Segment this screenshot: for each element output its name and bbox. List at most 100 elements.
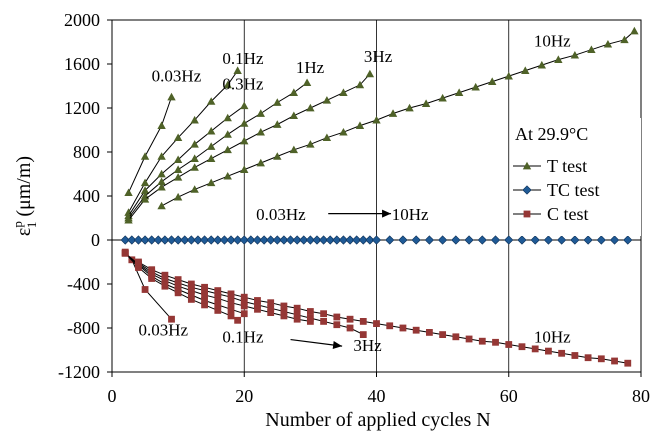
y-tick-label: 1200 <box>64 98 100 118</box>
triangle-point <box>289 88 299 96</box>
triangle-point <box>273 120 282 128</box>
square-point <box>439 331 447 338</box>
square-point <box>505 341 513 348</box>
square-point <box>135 258 142 266</box>
triangle-icon <box>522 161 532 170</box>
diamond-point <box>180 235 190 245</box>
square-point <box>306 308 314 315</box>
triangle-point <box>223 113 232 122</box>
annotation-arrow <box>328 209 392 218</box>
y-tick-label: 400 <box>73 186 100 206</box>
square-point <box>227 305 235 313</box>
square-point <box>267 309 275 316</box>
square-point <box>399 324 407 332</box>
triangle-point <box>173 173 183 181</box>
triangle-point <box>388 109 398 117</box>
diamond-point <box>517 235 527 245</box>
y-tick-label: -800 <box>67 318 100 338</box>
triangle-point <box>190 154 199 162</box>
square-point <box>624 359 632 367</box>
square-point <box>227 312 235 320</box>
diamond-point <box>153 235 163 245</box>
annotation-label: 0.03Hz <box>138 321 188 340</box>
triangle-point <box>587 45 596 54</box>
triangle-point <box>223 80 232 89</box>
diamond-point <box>147 235 157 245</box>
square-point <box>254 301 261 309</box>
triangle-point <box>240 136 249 145</box>
diamond-point <box>259 235 269 245</box>
square-point <box>201 283 208 291</box>
arrow-head <box>332 341 343 349</box>
legend-label: T test <box>547 156 587 176</box>
series-layer <box>120 26 639 367</box>
diamond-point <box>279 235 289 245</box>
triangle-point <box>630 26 639 35</box>
triangle-point <box>620 35 629 44</box>
square-point <box>227 299 235 307</box>
annotation-label: 10Hz <box>392 205 429 224</box>
diamond-icon <box>522 185 532 195</box>
square-point <box>254 305 261 313</box>
annotation-arrow <box>290 338 343 349</box>
triangle-point <box>140 178 150 187</box>
square-point <box>227 290 235 298</box>
triangle-point <box>570 51 580 59</box>
diamond-point <box>160 235 170 245</box>
x-axis-title: Number of applied cycles N <box>265 409 490 431</box>
square-point <box>240 302 248 310</box>
square-point <box>320 318 327 325</box>
diamond-point <box>464 235 474 245</box>
square-point <box>293 315 301 323</box>
triangle-point <box>206 142 216 150</box>
square-point <box>346 315 354 323</box>
triangle-point <box>289 111 299 120</box>
diamond-point <box>490 235 501 245</box>
triangle-point <box>157 169 166 178</box>
square-point <box>280 302 288 310</box>
series-line <box>128 96 172 193</box>
triangle-point <box>405 103 414 112</box>
triangle-point <box>173 133 183 142</box>
diamond-point <box>543 235 554 245</box>
square-point <box>201 301 208 309</box>
square-point <box>412 326 420 334</box>
triangle-point <box>554 55 563 63</box>
legend-title: At 29.9°C <box>515 124 588 144</box>
series <box>120 235 633 245</box>
square-point <box>306 314 314 322</box>
diamond-point <box>272 235 282 245</box>
diamond-point <box>352 235 362 245</box>
triangle-point <box>240 119 249 127</box>
diamond-point <box>338 235 349 245</box>
triangle-point <box>140 186 150 194</box>
legend-label: C test <box>547 204 589 224</box>
square-point <box>240 310 248 318</box>
square-point <box>346 324 354 332</box>
triangle-point <box>256 128 265 136</box>
annotation-label: 10Hz <box>534 327 571 346</box>
square-point <box>214 294 222 302</box>
triangle-point <box>124 216 133 224</box>
square-point <box>531 345 539 353</box>
annotation-label: 0.03Hz <box>152 67 202 86</box>
diamond-point <box>285 235 296 245</box>
triangle-point <box>256 158 265 167</box>
square-point <box>518 343 526 351</box>
diamond-point <box>305 235 315 245</box>
diamond-point <box>199 235 210 245</box>
square-point <box>187 296 195 303</box>
diamond-point <box>193 235 203 245</box>
diamond-point <box>438 235 448 245</box>
square-point <box>121 249 129 257</box>
square-point <box>452 333 460 341</box>
triangle-point <box>488 77 497 85</box>
square-point <box>373 320 380 327</box>
legend-item: T test <box>513 156 587 176</box>
x-tick-label: 40 <box>368 386 386 406</box>
series <box>157 26 639 210</box>
diamond-point <box>252 235 263 245</box>
triangle-point <box>322 133 332 142</box>
diamond-point <box>246 235 256 245</box>
